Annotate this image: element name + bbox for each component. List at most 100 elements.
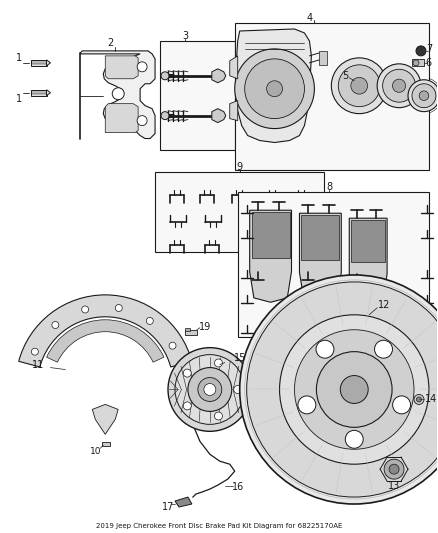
Circle shape <box>351 77 367 94</box>
Polygon shape <box>46 60 50 66</box>
Wedge shape <box>19 295 192 367</box>
Circle shape <box>417 397 421 402</box>
Circle shape <box>316 340 334 358</box>
Circle shape <box>81 306 88 313</box>
Polygon shape <box>46 90 50 96</box>
Circle shape <box>298 396 316 414</box>
Circle shape <box>137 62 147 72</box>
Circle shape <box>384 459 404 479</box>
Circle shape <box>340 376 368 403</box>
Text: 6: 6 <box>426 58 432 68</box>
Circle shape <box>204 384 216 395</box>
Circle shape <box>235 49 314 128</box>
Circle shape <box>414 394 424 405</box>
Text: 5: 5 <box>342 71 348 81</box>
Circle shape <box>245 59 304 119</box>
Bar <box>185 328 190 331</box>
Text: 12: 12 <box>378 300 390 310</box>
Bar <box>185 330 197 335</box>
Circle shape <box>412 84 436 108</box>
Circle shape <box>112 88 124 100</box>
Wedge shape <box>46 320 164 362</box>
Circle shape <box>215 359 223 367</box>
Circle shape <box>413 60 419 66</box>
Text: 16: 16 <box>232 482 244 492</box>
Circle shape <box>161 72 169 80</box>
Polygon shape <box>230 56 238 79</box>
Circle shape <box>392 79 406 92</box>
Circle shape <box>389 464 399 474</box>
Circle shape <box>183 369 191 377</box>
Text: 3: 3 <box>182 31 188 41</box>
Text: 19: 19 <box>199 322 211 332</box>
Circle shape <box>168 348 252 431</box>
Polygon shape <box>349 218 387 302</box>
Circle shape <box>188 368 232 411</box>
Circle shape <box>408 80 438 111</box>
Text: 1: 1 <box>16 53 22 63</box>
Circle shape <box>279 315 429 464</box>
Circle shape <box>240 275 438 504</box>
Bar <box>319 51 327 65</box>
Circle shape <box>416 46 426 56</box>
Circle shape <box>175 354 245 424</box>
Polygon shape <box>80 51 155 139</box>
Circle shape <box>338 65 380 107</box>
Text: 14: 14 <box>425 394 437 405</box>
Circle shape <box>146 317 153 325</box>
Polygon shape <box>175 497 192 507</box>
Circle shape <box>115 304 122 311</box>
Text: 1: 1 <box>16 94 22 104</box>
Text: 9: 9 <box>237 163 243 172</box>
Text: 2019 Jeep Cherokee Front Disc Brake Pad Kit Diagram for 68225170AE: 2019 Jeep Cherokee Front Disc Brake Pad … <box>95 523 342 529</box>
Polygon shape <box>92 405 118 434</box>
Polygon shape <box>252 212 290 259</box>
Bar <box>412 59 424 66</box>
Circle shape <box>294 330 414 449</box>
Circle shape <box>392 396 410 414</box>
Bar <box>235 23 429 171</box>
Text: 8: 8 <box>326 182 332 192</box>
Polygon shape <box>300 213 341 302</box>
Polygon shape <box>212 109 226 123</box>
Circle shape <box>267 81 283 96</box>
Text: 15: 15 <box>233 353 246 362</box>
Polygon shape <box>105 104 138 133</box>
Bar <box>102 442 110 446</box>
Polygon shape <box>301 215 339 260</box>
Circle shape <box>234 385 242 393</box>
Circle shape <box>137 116 147 126</box>
Circle shape <box>383 69 416 102</box>
Text: 7: 7 <box>426 44 432 54</box>
Circle shape <box>331 58 387 114</box>
Circle shape <box>374 340 392 358</box>
Polygon shape <box>230 101 238 120</box>
Polygon shape <box>105 56 138 79</box>
Circle shape <box>183 402 191 410</box>
Bar <box>155 172 325 252</box>
Circle shape <box>247 282 438 497</box>
Circle shape <box>52 321 59 328</box>
Text: 17: 17 <box>162 502 174 512</box>
Polygon shape <box>250 210 292 302</box>
Circle shape <box>316 352 392 427</box>
Circle shape <box>198 377 222 401</box>
Text: 11: 11 <box>32 360 45 369</box>
Bar <box>31 60 46 66</box>
Bar <box>31 90 46 96</box>
Polygon shape <box>351 220 385 262</box>
Circle shape <box>419 91 429 101</box>
Text: 10: 10 <box>89 447 101 456</box>
Text: 2: 2 <box>107 38 113 48</box>
Circle shape <box>169 342 176 349</box>
Circle shape <box>377 64 421 108</box>
Circle shape <box>161 111 169 119</box>
Bar <box>160 41 235 150</box>
Polygon shape <box>212 69 226 83</box>
Text: 4: 4 <box>306 13 312 23</box>
Circle shape <box>215 412 223 420</box>
Circle shape <box>345 430 363 448</box>
Circle shape <box>32 348 39 355</box>
Text: 13: 13 <box>388 481 400 491</box>
Polygon shape <box>237 29 311 142</box>
